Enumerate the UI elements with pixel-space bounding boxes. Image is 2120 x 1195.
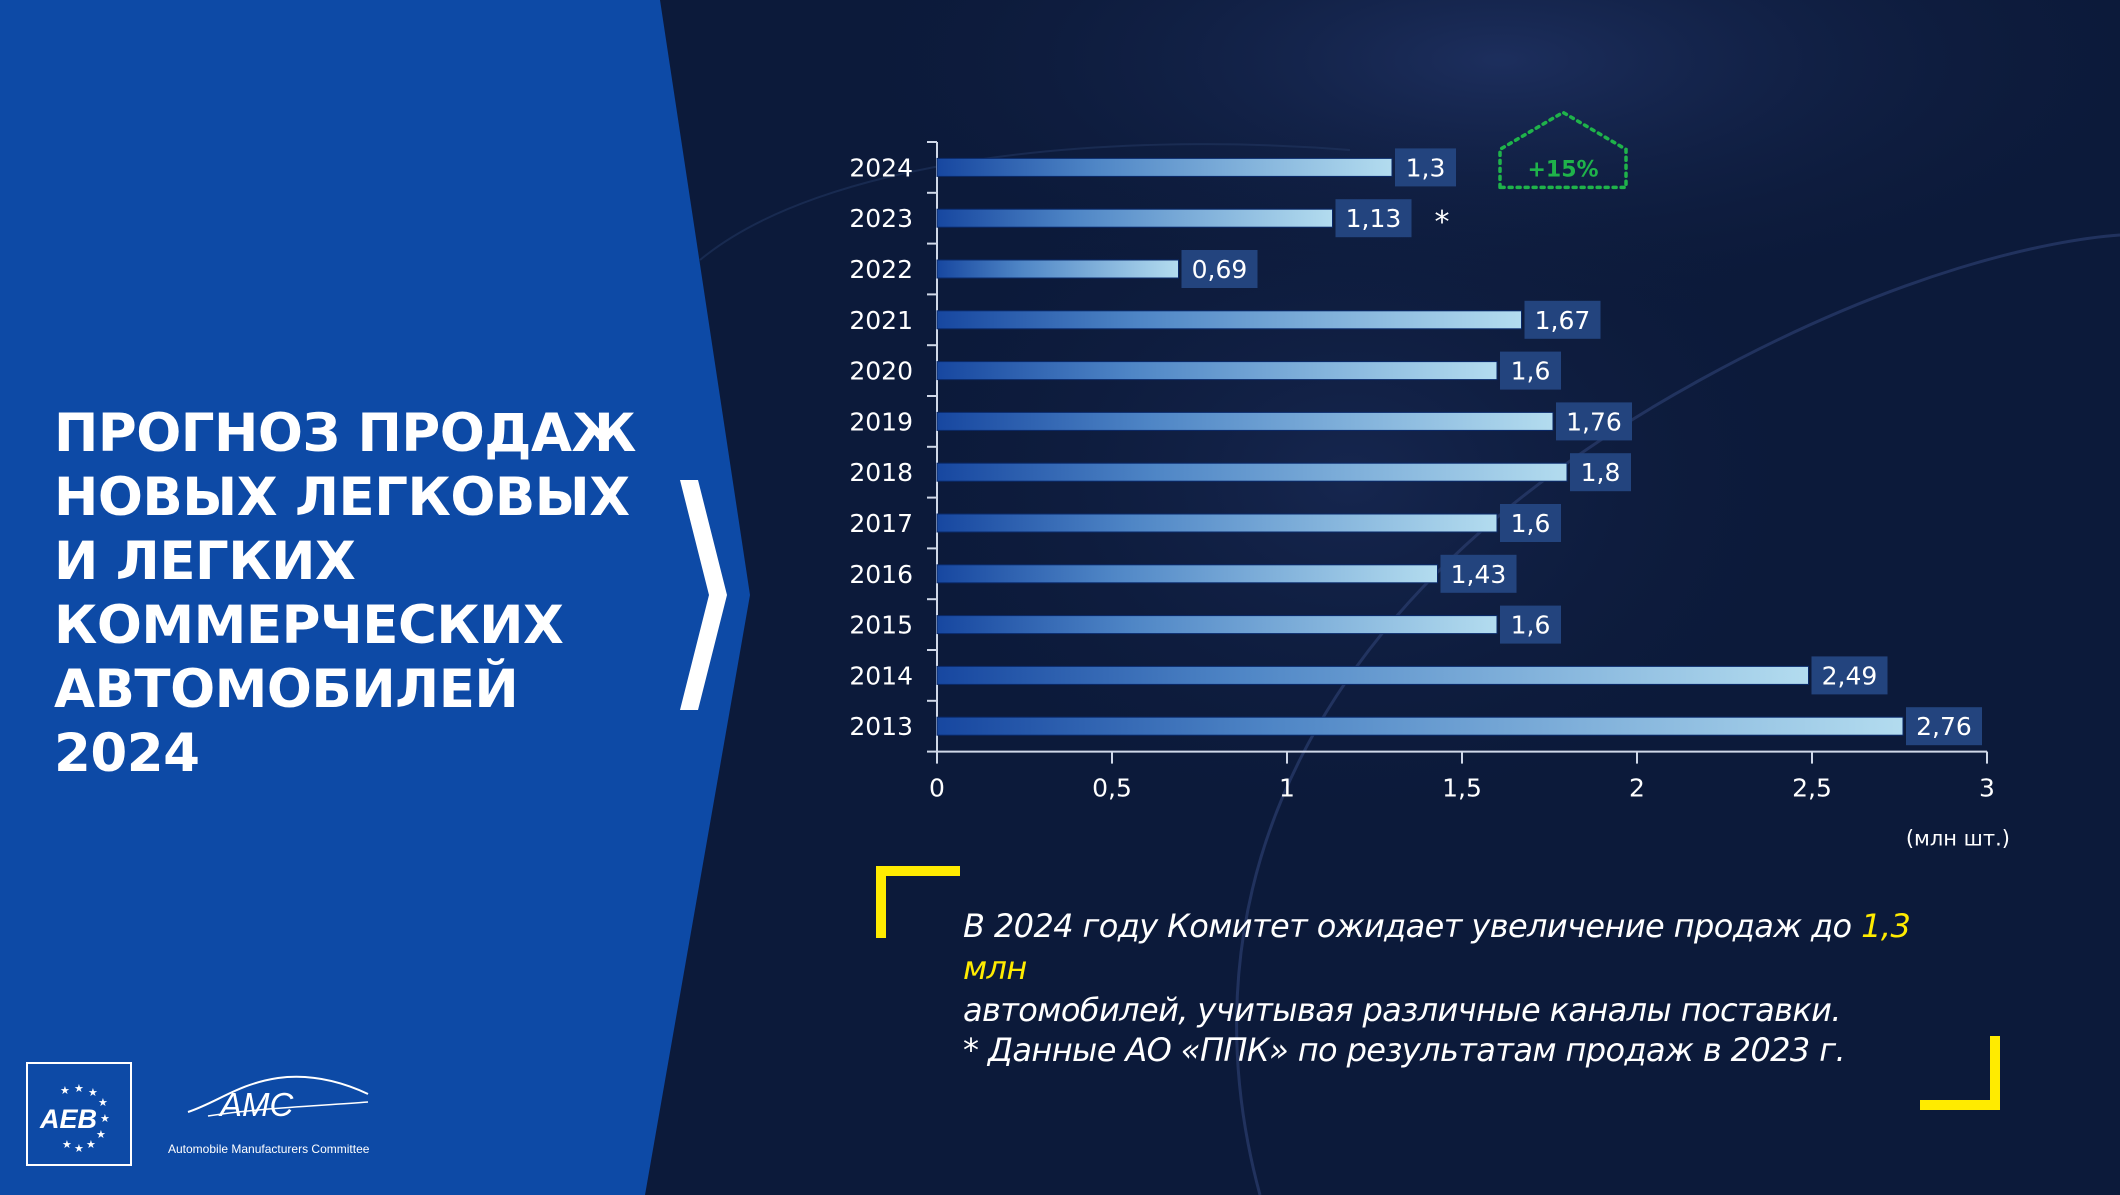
year-label: 2016 <box>849 560 913 589</box>
value-label: 1,8 <box>1581 458 1621 487</box>
svg-text:★: ★ <box>100 1112 110 1125</box>
left-panel <box>0 0 750 1195</box>
growth-house-outline <box>1498 110 1628 190</box>
year-label: 2017 <box>849 509 913 538</box>
value-label-box <box>1440 554 1517 593</box>
title-line: ПРОГНОЗ ПРОДАЖ <box>54 403 636 464</box>
x-tick-label: 0,5 <box>1092 774 1132 803</box>
bracket-bottom-right <box>1920 1036 2000 1110</box>
bar <box>936 411 1554 431</box>
value-label-box <box>1556 402 1632 441</box>
svg-text:★: ★ <box>98 1096 108 1109</box>
aeb-logo-text: AEB <box>40 1104 98 1134</box>
year-label: 2015 <box>849 611 913 640</box>
slide-title: ПРОГНОЗ ПРОДАЖ НОВЫХ ЛЕГКОВЫХ И ЛЕГКИХ К… <box>54 402 654 786</box>
value-label: 1,6 <box>1511 509 1551 538</box>
value-label: 1,6 <box>1511 357 1551 386</box>
bar <box>936 665 1809 685</box>
callout-line1: В 2024 году Комитет ожидает увеличение п… <box>963 907 1862 945</box>
value-label-box <box>1500 605 1561 644</box>
x-tick-label: 3 <box>1979 774 1995 803</box>
title-line: 2024 <box>54 723 200 784</box>
value-label: 1,13 <box>1346 204 1402 233</box>
x-tick-label: 2,5 <box>1792 774 1832 803</box>
year-label: 2024 <box>849 153 913 182</box>
value-label-box <box>1811 656 1888 695</box>
value-label-box <box>1500 504 1561 542</box>
svg-text:★: ★ <box>60 1084 70 1097</box>
bar <box>936 208 1333 228</box>
value-label: 1,76 <box>1566 407 1622 436</box>
bar <box>936 361 1498 381</box>
year-label: 2023 <box>849 204 913 233</box>
value-label-box <box>1395 148 1456 187</box>
bar <box>936 716 1904 736</box>
unit-label: (млн шт.) <box>1906 827 2010 851</box>
panel-chevron-arrow <box>680 480 727 710</box>
x-tick-label: 1 <box>1279 774 1295 803</box>
value-label: 1,67 <box>1535 306 1591 335</box>
value-label: 1,3 <box>1406 153 1446 182</box>
title-line: И ЛЕГКИХ <box>54 531 356 592</box>
x-tick-label: 2 <box>1629 774 1645 803</box>
value-label: 2,76 <box>1916 712 1972 741</box>
year-label: 2014 <box>849 661 913 690</box>
svg-text:★: ★ <box>74 1142 84 1155</box>
bar <box>936 564 1438 584</box>
svg-text:★: ★ <box>74 1082 84 1095</box>
amc-car-icon <box>187 1075 369 1117</box>
value-label-box <box>1181 250 1258 288</box>
title-line: КОММЕРЧЕСКИХ <box>54 595 564 656</box>
value-label-box <box>1335 199 1412 238</box>
bracket-top-left <box>876 866 960 938</box>
svg-text:★: ★ <box>88 1086 98 1099</box>
x-tick-label: 0 <box>929 774 945 803</box>
value-label-box <box>1524 300 1601 339</box>
bar <box>936 462 1568 482</box>
year-label: 2020 <box>849 357 913 386</box>
value-label-box <box>1500 351 1561 390</box>
title-line: НОВЫХ ЛЕГКОВЫХ <box>54 467 630 528</box>
year-label: 2022 <box>849 255 913 284</box>
bar <box>936 259 1179 279</box>
callout-line2: автомобилей, учитывая различные каналы п… <box>963 991 1841 1029</box>
bar <box>936 310 1522 330</box>
year-label: 2013 <box>849 712 913 741</box>
bar <box>936 157 1393 177</box>
title-line: АВТОМОБИЛЕЙ <box>54 659 519 720</box>
asterisk-note: * <box>1435 205 1450 240</box>
eu-stars-icon: ★ ★★ ★★★ ★★★ <box>60 1082 110 1155</box>
svg-text:★: ★ <box>86 1138 96 1151</box>
growth-label: +15% <box>1527 157 1598 182</box>
svg-text:★: ★ <box>96 1128 106 1141</box>
footnote: * Данные АО «ППК» по результатам продаж … <box>963 1031 1846 1069</box>
value-label: 0,69 <box>1192 255 1248 284</box>
callout-highlight: 1,3 млн <box>963 907 1911 987</box>
amc-subtitle: Automobile Manufacturers Committee <box>168 1142 370 1156</box>
value-label: 1,6 <box>1511 611 1551 640</box>
bar <box>936 513 1498 533</box>
value-label: 2,49 <box>1822 661 1878 690</box>
value-label-box <box>1570 453 1631 492</box>
bar <box>936 615 1498 635</box>
year-label: 2019 <box>849 407 913 436</box>
year-label: 2018 <box>849 458 913 487</box>
callout-text: В 2024 году Комитет ожидает увеличение п… <box>963 905 1963 1031</box>
amc-logo-text: AMC <box>220 1086 294 1123</box>
year-label: 2021 <box>849 306 913 335</box>
value-label-box <box>1906 707 1982 746</box>
value-label: 1,43 <box>1451 560 1507 589</box>
svg-text:★: ★ <box>62 1138 72 1151</box>
x-tick-label: 1,5 <box>1442 774 1482 803</box>
aeb-logo: AEB ★ ★ ★ ★ ★ ★ ★ ★ ★ <box>26 1062 132 1166</box>
logos: AEB ★ ★ ★ ★ ★ ★ ★ ★ ★ AMC Automobile Manufactu… <box>0 1050 420 1190</box>
